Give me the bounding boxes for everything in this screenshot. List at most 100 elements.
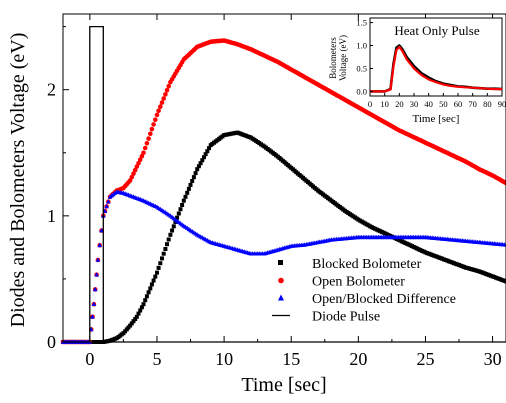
data-point (146, 290, 151, 295)
data-point (149, 282, 154, 287)
inset-x-tick-label: 10 (380, 99, 389, 109)
data-point (95, 257, 101, 262)
inset-plot-marks (370, 44, 503, 93)
data-point (200, 158, 205, 163)
data-point (196, 164, 201, 169)
data-point (161, 251, 166, 256)
data-point (503, 180, 506, 186)
data-point (146, 136, 151, 141)
inset-x-tick-label: 0 (368, 99, 372, 109)
legend-swatch (278, 294, 284, 301)
x-tick-label: 10 (215, 349, 233, 369)
x-tick-label: 20 (349, 349, 367, 369)
data-point (144, 141, 150, 146)
data-point (156, 108, 161, 114)
data-point (143, 298, 148, 303)
x-tick-label: 15 (282, 349, 300, 369)
data-point (159, 100, 165, 105)
data-point (163, 247, 168, 251)
legend-swatch (278, 260, 283, 265)
legend-label: Diode Pulse (312, 310, 380, 325)
data-point (148, 286, 153, 291)
data-point (134, 314, 139, 319)
data-point (104, 203, 109, 209)
data-point (92, 286, 98, 292)
data-point (195, 167, 200, 172)
data-point (127, 178, 133, 183)
data-point (139, 305, 144, 310)
data-point (91, 301, 97, 306)
inset-x-tick-label: 90 (498, 99, 506, 109)
inset-x-tick-label: 70 (468, 99, 477, 109)
data-point (154, 112, 160, 118)
data-point (176, 211, 181, 216)
x-axis-label: Time [sec] (241, 374, 326, 396)
data-point (186, 186, 191, 191)
data-point (180, 203, 185, 207)
inset-x-axis-label: Time [sec] (413, 113, 460, 125)
data-point (129, 321, 134, 326)
main-plot-marks (60, 25, 506, 345)
data-point (141, 302, 146, 307)
inset-series-line (370, 45, 502, 93)
y-axis-label: Diodes and Bolometers Voltage (eV) (7, 33, 29, 328)
data-point (138, 308, 143, 313)
data-point (165, 242, 169, 247)
inset-y-tick-label: 1.0 (356, 41, 367, 51)
data-point (132, 167, 138, 173)
data-point (168, 232, 173, 237)
data-point (181, 198, 186, 203)
inset-x-tick-label: 50 (439, 99, 448, 109)
inset-y-tick-label: 1.5 (356, 18, 367, 28)
data-point (166, 237, 171, 242)
data-point (155, 270, 159, 275)
inset-y-axis-label-line: Bolometers (328, 37, 338, 79)
data-point (170, 228, 175, 233)
data-point (158, 104, 163, 109)
data-point (133, 317, 138, 321)
data-point (202, 155, 206, 160)
data-point (193, 171, 198, 176)
data-point (97, 242, 102, 248)
data-point (188, 182, 193, 187)
inset-title: Heat Only Pulse (394, 23, 479, 38)
inset-x-tick-label: 80 (483, 99, 492, 109)
data-point (203, 152, 208, 157)
data-point (151, 122, 156, 127)
inset-axes: 0 10 20 30 40 50 60 70 80 90 0.0 0.5 1.0 1.5 (356, 18, 506, 109)
data-point (134, 164, 140, 169)
data-point (94, 272, 99, 277)
data-point (149, 126, 155, 132)
data-point (161, 96, 166, 101)
data-point (128, 323, 133, 328)
data-point (137, 157, 143, 162)
data-point (164, 88, 170, 93)
data-point (151, 278, 156, 283)
inset-x-tick-label: 40 (424, 99, 433, 109)
data-point (163, 92, 168, 97)
data-point (131, 171, 136, 176)
inset-x-tick-label: 20 (395, 99, 404, 109)
legend-label: Blocked Bolometer (312, 257, 422, 272)
data-point (90, 314, 95, 319)
legend: Blocked Bolometer Open Bolometer Open/Bloc… (272, 257, 456, 325)
data-point (166, 83, 171, 89)
data-point (136, 160, 141, 166)
x-tick-label: 5 (152, 349, 161, 369)
x-tick-label: 30 (484, 349, 502, 369)
data-point (205, 149, 210, 154)
data-point (171, 224, 176, 229)
data-point (144, 294, 149, 299)
y-tick-label: 2 (47, 80, 56, 100)
data-point (141, 150, 146, 156)
inset-y-tick-label: 0.0 (356, 86, 367, 96)
data-point (160, 256, 164, 261)
inset-x-tick-label: 60 (454, 99, 463, 109)
legend-label: Open/Blocked Difference (312, 292, 456, 307)
data-point (190, 179, 195, 183)
main-plot-frame (62, 13, 506, 343)
main-axes: 0 5 10 15 20 25 30 0 1 2 (47, 14, 502, 369)
data-point (106, 199, 111, 204)
inset-y-axis-label: BolometersVoltage (eV) (328, 35, 348, 81)
